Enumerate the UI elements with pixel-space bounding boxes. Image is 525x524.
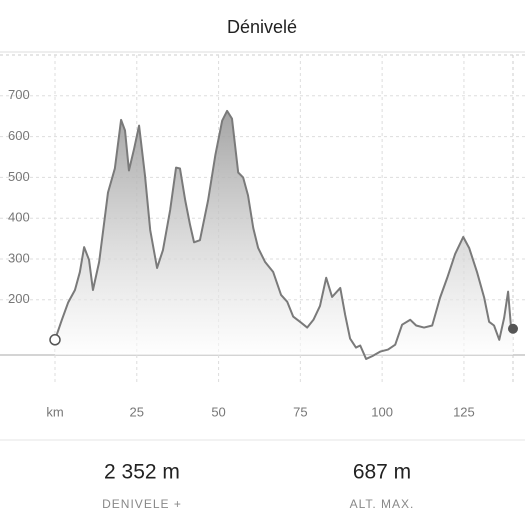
- x-tick-label: 75: [293, 404, 307, 419]
- y-tick-label: 500: [8, 169, 30, 184]
- x-tick-label: 100: [371, 404, 393, 419]
- y-tick-label: 200: [8, 291, 30, 306]
- end-marker: [508, 323, 518, 334]
- y-tick-label: 400: [8, 210, 30, 225]
- line: [54, 109, 514, 360]
- plot: 200 300 400 500 600 700 km 25 50 75 100 125: [0, 54, 525, 419]
- y-tick-label: 600: [8, 128, 30, 143]
- x-tick-label: 125: [453, 404, 475, 419]
- x-tick-label: 50: [211, 404, 225, 419]
- y-tick-label: 300: [8, 250, 30, 265]
- x-tick-label: 25: [130, 404, 144, 419]
- x-tick-label: km: [46, 404, 63, 419]
- stat-value: 2 352 m: [104, 461, 180, 484]
- stat-label: ALT. MAX.: [350, 497, 415, 511]
- header-title: Dénivelé: [227, 17, 297, 37]
- y-tick-label: 700: [8, 87, 30, 102]
- stat-value: 687 m: [353, 461, 411, 484]
- start-marker: [49, 334, 61, 346]
- area: [55, 110, 513, 359]
- stat-label: DENIVELE +: [102, 497, 182, 511]
